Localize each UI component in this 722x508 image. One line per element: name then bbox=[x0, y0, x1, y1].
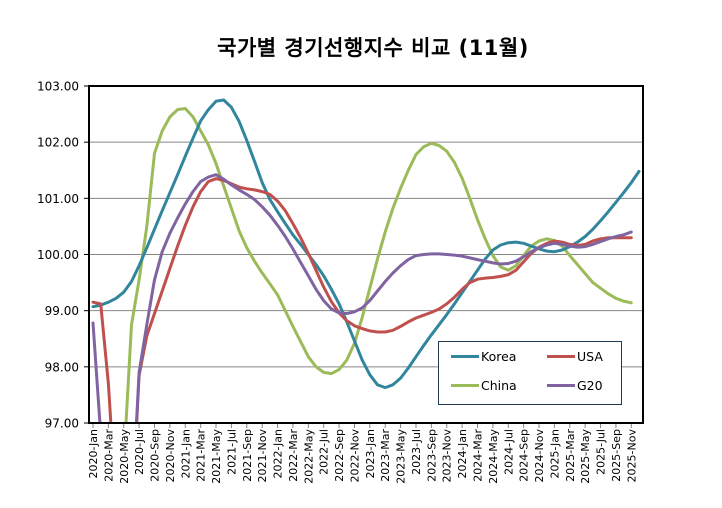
legend-label-korea: Korea bbox=[481, 349, 517, 364]
chart-title: 국가별 경기선행지수 비교 (11월) bbox=[217, 36, 529, 60]
x-tick-label: 2023-Nov bbox=[441, 429, 454, 483]
x-tick-label: 2021-Nov bbox=[256, 429, 269, 483]
x-tick-label: 2024-Jan bbox=[456, 429, 469, 479]
y-tick-label: 103.00 bbox=[37, 80, 79, 94]
y-axis-ticks: 103.00 102.00 101.00 100.00 99.00 98.00 97.00 bbox=[37, 80, 89, 431]
x-tick-label: 2020-Mar bbox=[102, 429, 115, 482]
x-tick-label: 2021-May bbox=[210, 429, 223, 484]
x-tick-label: 2020-Nov bbox=[164, 429, 177, 483]
y-tick-label: 100.00 bbox=[37, 248, 79, 262]
series-line-g20 bbox=[91, 173, 633, 423]
legend-item-korea: Korea bbox=[451, 349, 516, 364]
legend-swatch-china bbox=[451, 384, 479, 387]
series-lines bbox=[91, 98, 641, 423]
x-tick-label: 2024-May bbox=[487, 429, 500, 484]
x-tick-label: 2021-Jan bbox=[179, 429, 192, 479]
x-tick-label: 2024-Nov bbox=[533, 429, 546, 483]
x-tick-label: 2023-Mar bbox=[379, 429, 392, 482]
x-tick-label: 2022-Mar bbox=[287, 429, 300, 482]
legend-label-china: China bbox=[481, 378, 517, 393]
x-tick-label: 2022-Sep bbox=[333, 429, 346, 482]
legend-item-usa: USA bbox=[547, 349, 603, 364]
y-tick-label: 97.00 bbox=[45, 417, 79, 431]
x-tick-label: 2022-Jul bbox=[318, 429, 331, 475]
legend-label-usa: USA bbox=[577, 349, 603, 364]
x-tick-label: 2020-Jul bbox=[133, 429, 146, 475]
x-tick-label: 2021-Mar bbox=[195, 429, 208, 482]
y-tick-label: 101.00 bbox=[37, 192, 79, 206]
legend-item-g20: G20 bbox=[547, 378, 603, 393]
x-tick-label: 2025-May bbox=[579, 429, 592, 484]
x-tick-label: 2025-Jul bbox=[595, 429, 608, 475]
series-line-korea bbox=[91, 98, 641, 390]
x-tick-label: 2022-Jan bbox=[272, 429, 285, 479]
series-line-china bbox=[124, 107, 633, 423]
y-tick-label: 102.00 bbox=[37, 136, 79, 150]
legend-swatch-g20 bbox=[547, 384, 575, 387]
x-tick-label: 2024-Mar bbox=[472, 429, 485, 482]
x-tick-label: 2024-Sep bbox=[518, 429, 531, 482]
x-tick-label: 2025-Mar bbox=[564, 429, 577, 482]
y-tick-label: 98.00 bbox=[45, 360, 79, 374]
plot-frame bbox=[88, 85, 644, 424]
legend-swatch-usa bbox=[547, 355, 575, 358]
x-tick-label: 2024-Jul bbox=[502, 429, 515, 475]
x-tick-label: 2025-Nov bbox=[625, 429, 638, 483]
x-tick-label: 2020-Jan bbox=[87, 429, 100, 479]
x-tick-label: 2022-May bbox=[302, 429, 315, 484]
x-tick-label: 2021-Sep bbox=[241, 429, 254, 482]
x-tick-label: 2025-Sep bbox=[610, 429, 623, 482]
x-tick-label: 2020-Sep bbox=[149, 429, 162, 482]
x-tick-label: 2023-Jan bbox=[364, 429, 377, 479]
legend-swatch-korea bbox=[451, 355, 479, 358]
x-tick-label: 2022-Nov bbox=[348, 429, 361, 483]
legend-item-china: China bbox=[451, 378, 517, 393]
y-tick-label: 99.00 bbox=[45, 304, 79, 318]
legend: Korea USA China G20 bbox=[438, 341, 622, 405]
x-tick-label: 2023-Jul bbox=[410, 429, 423, 475]
x-axis-ticks: 2020-Jan 2020-Mar 2020-May 2020-Jul 2020-Sep… bbox=[87, 423, 638, 484]
x-tick-label: 2023-Sep bbox=[425, 429, 438, 482]
x-tick-label: 2025-Jan bbox=[548, 429, 561, 479]
legend-label-g20: G20 bbox=[577, 378, 603, 393]
x-tick-label: 2023-May bbox=[395, 429, 408, 484]
x-tick-label: 2021-Jul bbox=[225, 429, 238, 475]
x-tick-label: 2020-May bbox=[118, 429, 131, 484]
